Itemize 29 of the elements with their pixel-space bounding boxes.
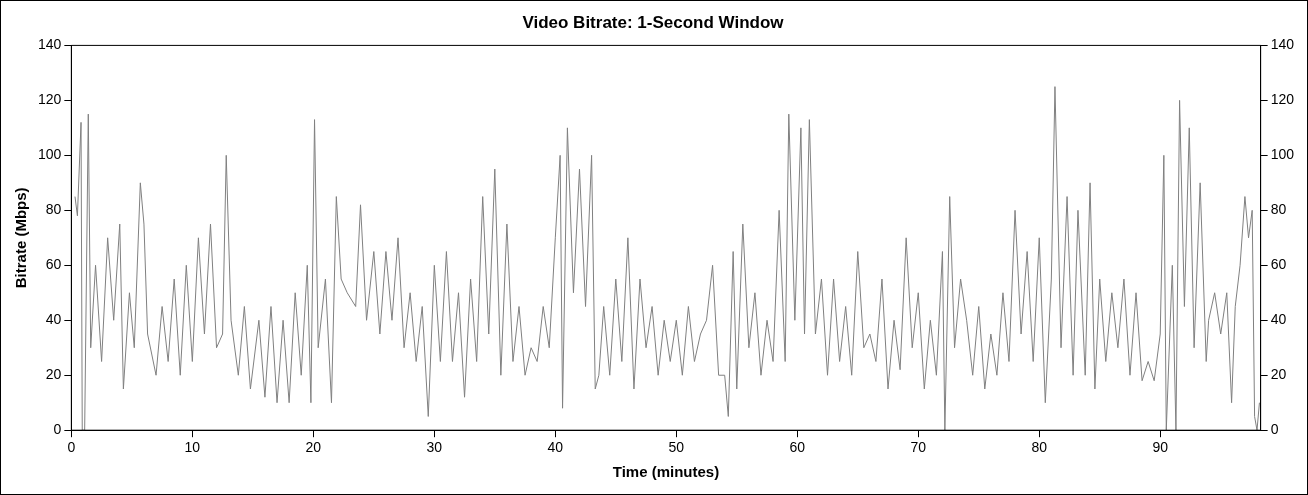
y-tick-label: 0 [53, 421, 62, 438]
y-tick-label: 20 [45, 366, 62, 383]
y2-tick-label: 100 [1270, 146, 1295, 163]
x-tick-label: 80 [1031, 439, 1048, 456]
y2-tick-label: 0 [1270, 421, 1279, 438]
x-tick-label: 10 [184, 439, 201, 456]
y-tick-label: 140 [38, 36, 62, 53]
x-tick-label: 0 [67, 439, 76, 456]
y-tick-label: 60 [45, 256, 62, 273]
x-tick-label: 30 [426, 439, 443, 456]
y-axis-title: Bitrate (Mbps) [12, 187, 30, 289]
y-tick-label: 100 [38, 146, 62, 163]
y-tick-label: 120 [38, 91, 62, 108]
y-tick-label: 40 [45, 311, 62, 328]
x-tick-label: 40 [547, 439, 564, 456]
y2-tick-label: 120 [1270, 91, 1295, 108]
y2-tick-label: 80 [1270, 201, 1287, 218]
x-tick-label: 70 [910, 439, 927, 456]
y2-tick-label: 40 [1270, 311, 1287, 328]
y-tick-label: 80 [45, 201, 62, 218]
y2-tick-label: 140 [1270, 36, 1295, 53]
x-tick-label: 50 [668, 439, 685, 456]
x-tick-label: 20 [305, 439, 322, 456]
x-tick-label: 90 [1152, 439, 1169, 456]
y2-tick-label: 20 [1270, 366, 1287, 383]
x-tick-label: 60 [789, 439, 806, 456]
y2-tick-label: 60 [1270, 256, 1287, 273]
x-axis-title: Time (minutes) [612, 463, 720, 481]
chart-title: Video Bitrate: 1-Second Window [522, 12, 785, 32]
